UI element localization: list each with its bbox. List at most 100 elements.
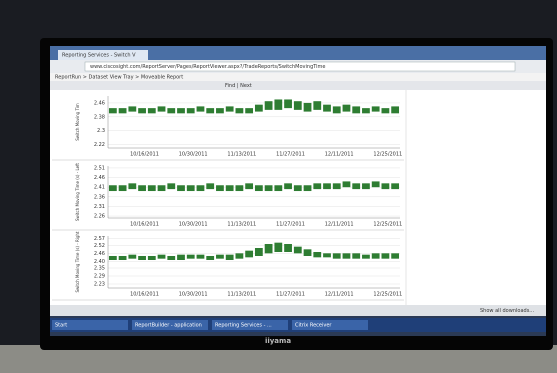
x-tick-label: 10/30/2011 bbox=[179, 222, 208, 228]
box bbox=[391, 106, 399, 113]
breadcrumb: ReportRun > Dataset View Tray > Moveable… bbox=[55, 75, 183, 81]
box bbox=[119, 185, 127, 191]
x-tick-label: 10/30/2011 bbox=[179, 292, 208, 298]
y-tick-label: 2.40 bbox=[94, 259, 105, 265]
box bbox=[245, 108, 253, 113]
x-tick-label: 11/13/2011 bbox=[227, 222, 256, 228]
box bbox=[372, 181, 380, 187]
box bbox=[158, 106, 166, 111]
box bbox=[245, 183, 253, 189]
box bbox=[197, 106, 205, 111]
find-next[interactable]: Find | Next bbox=[225, 83, 252, 89]
box bbox=[304, 185, 312, 191]
box bbox=[226, 106, 234, 111]
box bbox=[362, 108, 370, 113]
box bbox=[236, 108, 244, 113]
y-tick-label: 2.22 bbox=[94, 142, 105, 148]
box bbox=[216, 108, 224, 113]
y-axis-label: Switch Moving Time (s) - Right bbox=[75, 231, 80, 292]
taskbar-label: Citrix Receiver bbox=[295, 323, 332, 329]
x-tick-label: 11/27/2011 bbox=[276, 292, 305, 298]
taskbar-label: Reporting Services - ... bbox=[215, 323, 272, 329]
box bbox=[391, 183, 399, 189]
box bbox=[255, 105, 263, 112]
box bbox=[119, 256, 127, 260]
y-tick-label: 2.38 bbox=[94, 114, 105, 120]
y-tick-label: 2.23 bbox=[94, 282, 105, 288]
box bbox=[304, 103, 312, 112]
x-tick-label: 11/27/2011 bbox=[276, 152, 305, 158]
box bbox=[343, 105, 351, 112]
box bbox=[216, 185, 224, 191]
box bbox=[197, 185, 205, 191]
report-toolbar bbox=[50, 81, 546, 90]
box bbox=[274, 185, 282, 191]
box bbox=[177, 185, 185, 191]
y-tick-label: 2.51 bbox=[94, 165, 105, 171]
y-tick-label: 2.36 bbox=[94, 194, 105, 200]
box bbox=[284, 183, 292, 189]
box bbox=[148, 108, 156, 113]
x-tick-label: 10/16/2011 bbox=[130, 152, 159, 158]
box bbox=[265, 244, 273, 253]
box bbox=[167, 108, 175, 113]
y-tick-label: 2.52 bbox=[94, 243, 105, 249]
box bbox=[177, 255, 185, 260]
box bbox=[352, 106, 360, 113]
box bbox=[128, 183, 136, 189]
y-axis-label: Switch Moving Time (s) - Left bbox=[75, 163, 80, 221]
x-tick-label: 11/13/2011 bbox=[227, 292, 256, 298]
box bbox=[158, 185, 166, 191]
box bbox=[323, 253, 331, 257]
box bbox=[109, 256, 117, 260]
tab-title: Reporting Services - Switch V bbox=[62, 53, 136, 59]
taskbar-label: Start bbox=[55, 323, 67, 329]
box bbox=[343, 181, 351, 187]
box bbox=[187, 185, 195, 191]
y-tick-label: 2.35 bbox=[94, 266, 105, 272]
box bbox=[206, 183, 214, 189]
box bbox=[294, 185, 302, 191]
box bbox=[343, 253, 351, 258]
x-tick-label: 12/11/2011 bbox=[325, 152, 354, 158]
box bbox=[372, 253, 380, 258]
y-tick-label: 2.26 bbox=[94, 214, 105, 220]
page: Reporting Services - Switch V www.ciscos… bbox=[0, 0, 557, 373]
box bbox=[226, 255, 234, 260]
box bbox=[294, 101, 302, 110]
taskbar-label: ReportBuilder - application bbox=[135, 323, 202, 329]
box bbox=[197, 255, 205, 259]
box bbox=[206, 108, 214, 113]
downloads-link[interactable]: Show all downloads... bbox=[480, 308, 534, 314]
box bbox=[313, 252, 321, 257]
box bbox=[274, 99, 282, 109]
box bbox=[187, 108, 195, 113]
box bbox=[304, 249, 312, 256]
x-tick-label: 11/13/2011 bbox=[227, 152, 256, 158]
y-tick-label: 2.46 bbox=[94, 100, 105, 106]
box bbox=[206, 256, 214, 260]
y-tick-label: 2.31 bbox=[94, 204, 105, 210]
box bbox=[138, 108, 146, 113]
box bbox=[119, 108, 127, 113]
box bbox=[284, 244, 292, 252]
y-tick-label: 2.29 bbox=[94, 274, 105, 280]
y-tick-label: 2.46 bbox=[94, 175, 105, 181]
box bbox=[128, 106, 136, 111]
url: www.ciscosight.com/ReportServer/Pages/Re… bbox=[90, 64, 325, 70]
x-tick-label: 10/16/2011 bbox=[130, 292, 159, 298]
x-tick-label: 12/25/2011 bbox=[373, 222, 402, 228]
box bbox=[226, 185, 234, 191]
box bbox=[382, 183, 390, 189]
box bbox=[109, 108, 117, 113]
y-tick-label: 2.57 bbox=[94, 236, 105, 242]
box bbox=[265, 185, 273, 191]
box bbox=[167, 256, 175, 260]
box bbox=[313, 101, 321, 110]
box bbox=[109, 185, 117, 191]
box bbox=[362, 183, 370, 189]
box bbox=[323, 183, 331, 189]
photo: Reporting Services - Switch V www.ciscos… bbox=[0, 0, 557, 373]
report-area bbox=[50, 90, 546, 305]
x-tick-label: 10/16/2011 bbox=[130, 222, 159, 228]
